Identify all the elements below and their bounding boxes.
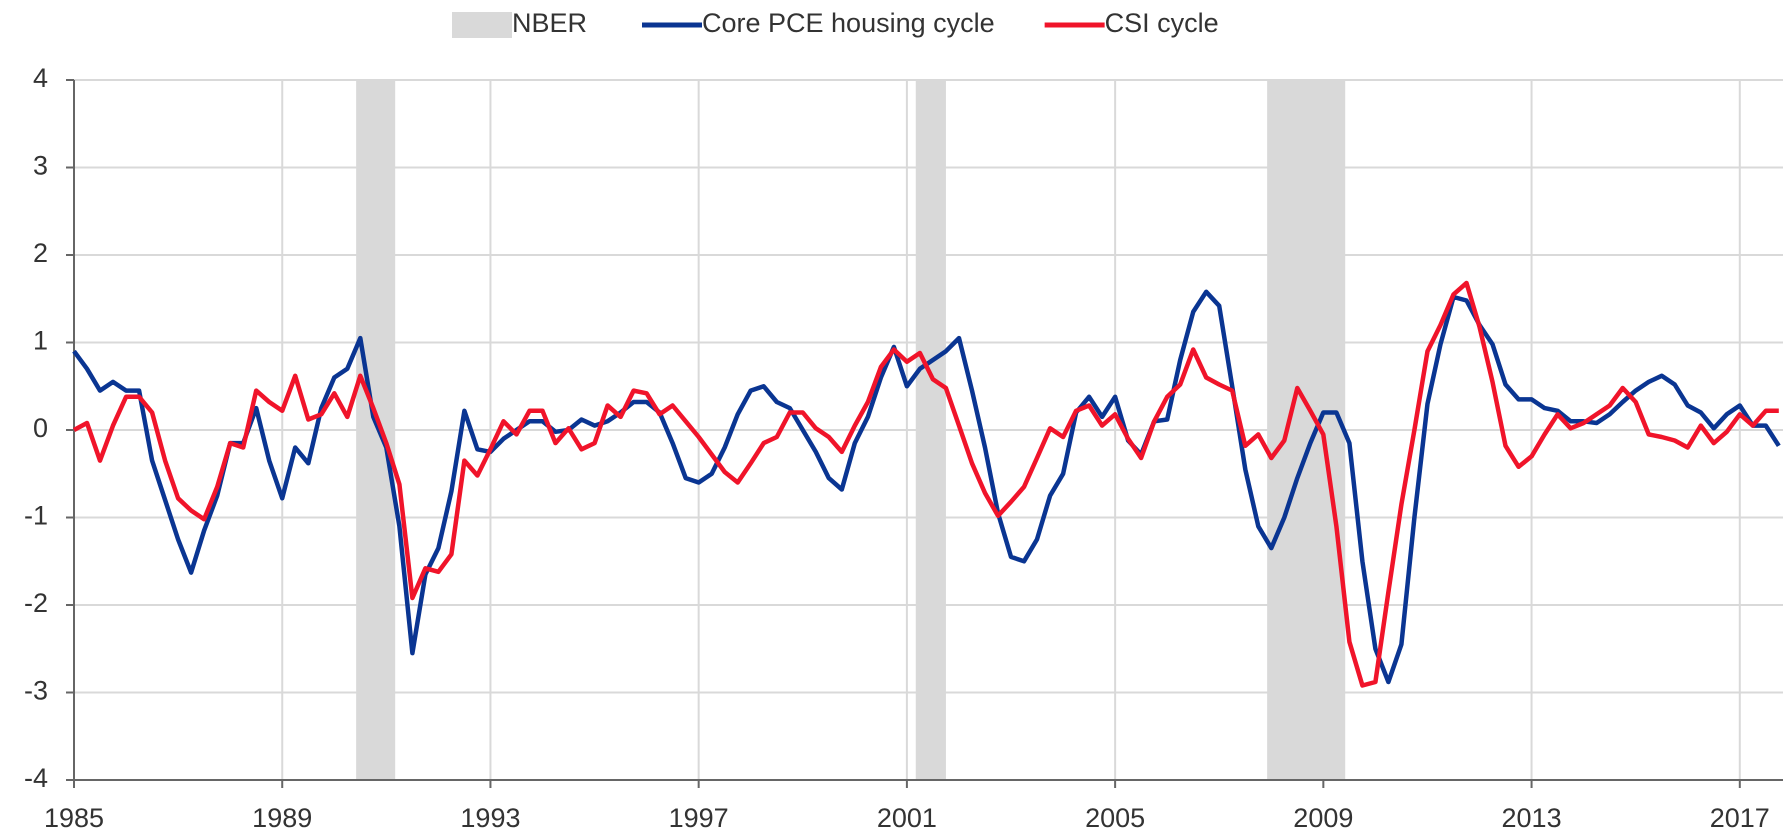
y-tick-label: 3 (33, 151, 48, 181)
y-tick-label: 2 (33, 238, 48, 268)
y-tick-label: 1 (33, 326, 48, 356)
x-tick-label: 1993 (460, 803, 520, 833)
y-tick-label: -4 (24, 763, 48, 793)
x-tick-label: 2017 (1710, 803, 1770, 833)
legend-label: NBER (512, 8, 587, 38)
x-tick-label: 1997 (669, 803, 729, 833)
legend-swatch (452, 12, 512, 38)
x-tick-label: 1989 (252, 803, 312, 833)
x-tick-label: 2001 (877, 803, 937, 833)
y-tick-label: 0 (33, 413, 48, 443)
y-tick-label: -1 (24, 501, 48, 531)
series-line (72, 280, 1779, 688)
x-tick-label: 1985 (44, 803, 104, 833)
y-tick-label: -2 (24, 588, 48, 618)
x-tick-label: 2005 (1085, 803, 1145, 833)
y-tick-label: 4 (33, 63, 48, 93)
y-tick-label: -3 (24, 676, 48, 706)
legend-label: Core PCE housing cycle (702, 8, 995, 38)
legend-label: CSI cycle (1105, 8, 1219, 38)
x-tick-label: 2009 (1293, 803, 1353, 833)
x-tick-label: 2013 (1502, 803, 1562, 833)
